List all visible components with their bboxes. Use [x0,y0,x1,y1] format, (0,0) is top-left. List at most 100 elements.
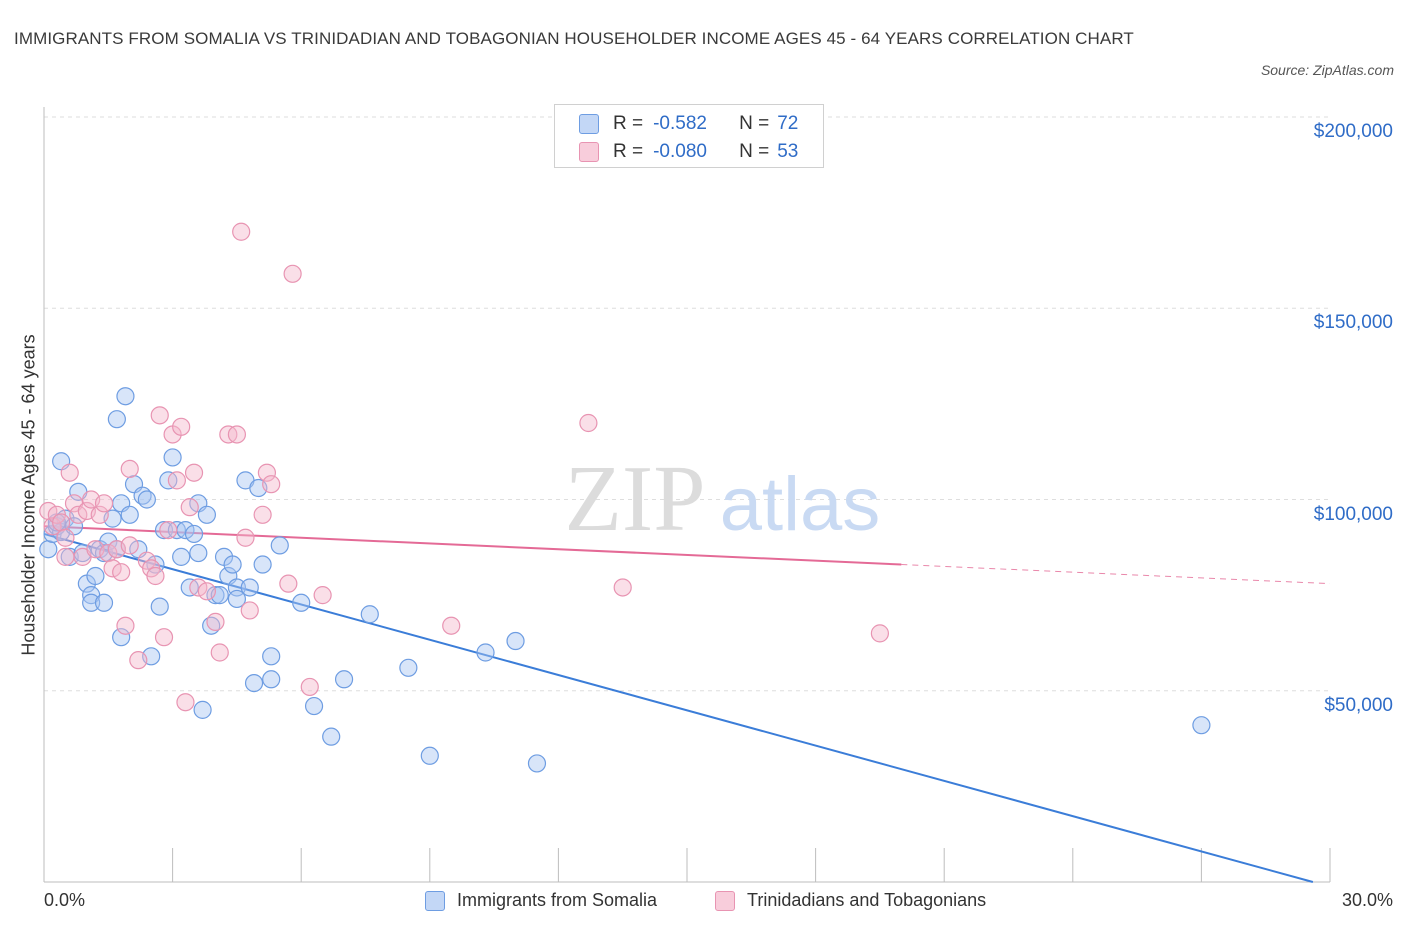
x-tick-label-min: 0.0% [44,890,86,910]
watermark: ZIP atlas [565,447,881,551]
point-somalia [360,605,379,624]
point-trinidad [262,475,281,494]
point-somalia [262,670,281,689]
legend-label-trinidad: Trinidadians and Tobagonians [747,890,987,910]
point-trinidad [43,517,62,536]
point-somalia [292,593,311,612]
point-somalia [270,536,289,555]
point-trinidad [257,463,277,482]
point-trinidad [253,505,272,524]
point-somalia [137,490,156,509]
watermark-atlas: atlas [720,462,881,547]
legend-row-trinidad: R = -0.080 N = 53 [579,139,798,165]
point-somalia [120,505,139,524]
point-trinidad [442,616,461,635]
y-tick-label: $200,000 [1313,121,1393,142]
watermark-zip: ZIP [565,447,706,551]
x-tick-label-max: 30.0% [1341,890,1393,910]
y-axis-title: Householder Income Ages 45 - 64 years [18,334,39,656]
point-trinidad [189,578,208,597]
chart-title: IMMIGRANTS FROM SOMALIA VS TRINIDADIAN A… [14,29,1134,48]
legend-swatch-pink [579,142,599,162]
point-trinidad [154,628,174,647]
point-somalia [150,597,169,616]
point-trinidad [129,651,148,670]
point-somalia [172,547,191,566]
legend-swatch-pink [715,890,735,911]
series-legend: Immigrants from Somalia Trinidadians and… [0,888,1406,916]
point-somalia [420,746,439,765]
point-trinidad [579,413,598,433]
point-somalia [94,593,114,612]
legend-swatch-blue [579,114,599,134]
point-somalia [184,524,204,544]
legend-r-value: -0.582 [653,113,707,134]
legend-n-value: 53 [777,141,799,162]
trend-line-trinidad-extrapolated [901,564,1331,585]
point-trinidad [120,536,139,555]
axes [43,107,1331,883]
point-somalia [86,566,105,586]
point-trinidad [103,559,122,578]
point-trinidad [240,601,259,620]
legend-item-trinidad[interactable]: Trinidadians and Tobagonians [715,890,986,911]
point-trinidad [279,574,298,593]
point-trinidad [167,471,186,490]
point-somalia [193,700,212,719]
point-somalia [304,696,324,716]
point-somalia [399,658,418,677]
point-trinidad [283,264,302,283]
point-trinidad [56,547,75,566]
point-somalia [527,754,547,773]
point-trinidad [180,498,199,517]
point-trinidad [172,417,191,436]
point-trinidad [52,513,71,532]
point-trinidad [210,643,229,662]
point-somalia [244,673,264,693]
point-trinidad [159,520,178,540]
point-trinidad [227,425,246,444]
point-trinidad [206,612,225,632]
legend-n-value: 72 [777,113,799,134]
point-somalia [334,670,354,689]
point-somalia [163,448,182,467]
point-trinidad [300,677,319,697]
point-somalia [112,628,131,647]
point-somalia [223,555,242,574]
point-somalia [107,410,126,429]
point-trinidad [116,616,135,635]
point-trinidad [232,222,251,241]
point-trinidad [313,586,332,605]
point-trinidad [120,459,139,478]
point-somalia [476,643,495,662]
trend-line-trinidad [43,525,902,566]
point-trinidad [112,563,131,582]
point-somalia [1192,716,1211,735]
legend-n-label: N = [739,141,770,162]
y-tick-label: $100,000 [1313,503,1393,525]
legend-r-label: R = [613,141,644,162]
point-somalia [197,505,216,524]
legend-r-value: -0.080 [653,141,707,162]
point-somalia [253,555,272,574]
point-trinidad [56,528,75,547]
point-somalia [322,727,341,746]
point-trinidad [613,578,632,597]
point-trinidad [69,505,88,524]
point-somalia [116,387,135,406]
trend-lines [43,525,1331,883]
data-points [39,222,1211,773]
point-somalia [506,631,525,651]
source-label: Source: ZipAtlas.com [1260,62,1394,78]
correlation-legend: R = -0.582 N = 72 R = -0.080 N = 53 [554,104,824,168]
point-somalia [240,578,259,597]
point-trinidad [184,463,204,482]
y-tick-label: $50,000 [1324,694,1393,716]
point-somalia [82,593,101,612]
legend-item-somalia[interactable]: Immigrants from Somalia [425,890,657,911]
point-trinidad [176,693,195,712]
legend-swatch-blue [425,890,445,911]
legend-row-somalia: R = -0.582 N = 72 [579,111,798,137]
point-somalia [227,589,246,609]
point-trinidad [94,494,114,513]
